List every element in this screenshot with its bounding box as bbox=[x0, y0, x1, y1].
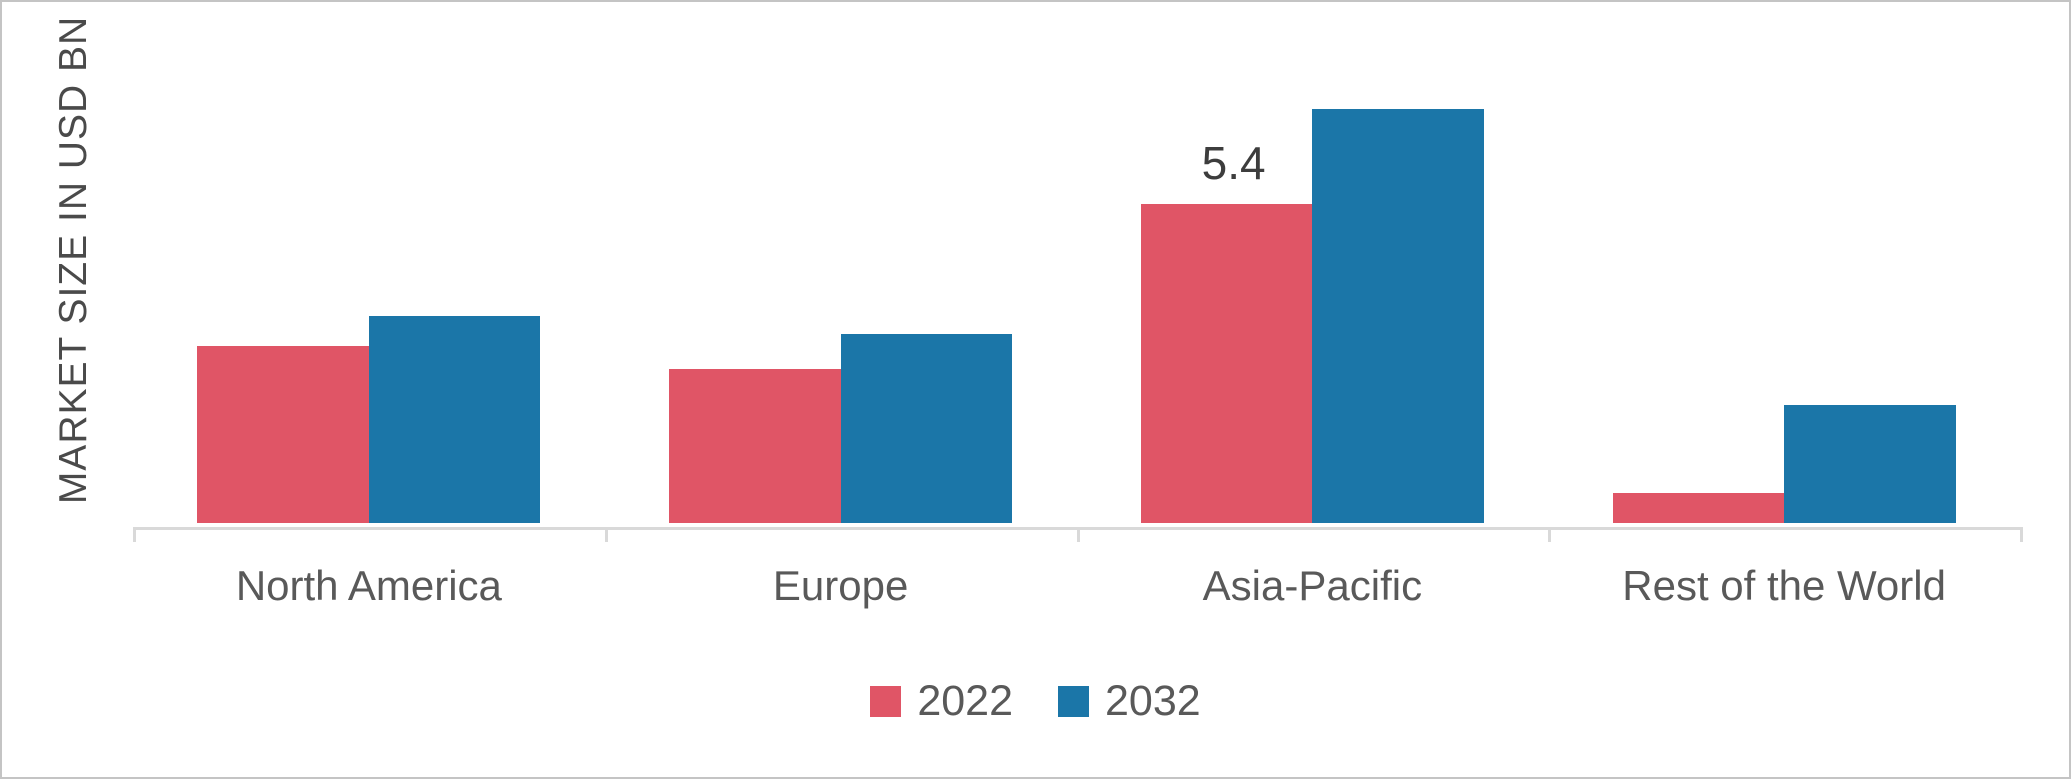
bar-2022-north-america bbox=[197, 345, 369, 523]
x-axis-label: Europe bbox=[772, 562, 909, 609]
x-axis-tick bbox=[604, 527, 608, 542]
bar-2022-rest-of-the-world bbox=[1612, 493, 1785, 523]
bar-2032-asia-pacific bbox=[1312, 109, 1484, 523]
x-axis-tick bbox=[1548, 527, 1552, 542]
x-axis-label: Asia-Pacific bbox=[1202, 562, 1423, 609]
legend-swatch-2022 bbox=[870, 686, 902, 717]
legend-entry: 2022 bbox=[870, 680, 1013, 723]
x-axis-tick bbox=[133, 527, 136, 542]
legend-label: 2032 bbox=[1105, 677, 1201, 725]
y-axis-title: MARKET SIZE IN USD BN bbox=[52, 15, 95, 505]
data-label: 5.4 bbox=[1201, 136, 1266, 189]
x-axis-label: North America bbox=[235, 562, 502, 609]
x-axis-tick bbox=[1076, 527, 1080, 542]
legend-entry: 2032 bbox=[1058, 680, 1201, 723]
bar-2032-europe bbox=[840, 333, 1013, 523]
x-axis-tick bbox=[2020, 527, 2023, 542]
x-axis-label: Rest of the World bbox=[1622, 562, 1946, 609]
bar-2022-asia-pacific bbox=[1140, 203, 1313, 523]
legend: 2022 2032 bbox=[2, 680, 2069, 723]
legend-swatch-2032 bbox=[1058, 686, 1089, 717]
bar-2022-europe bbox=[669, 369, 841, 523]
bar-2032-north-america bbox=[368, 316, 541, 523]
bar-2032-rest-of-the-world bbox=[1784, 404, 1956, 523]
legend-label: 2022 bbox=[917, 677, 1013, 725]
